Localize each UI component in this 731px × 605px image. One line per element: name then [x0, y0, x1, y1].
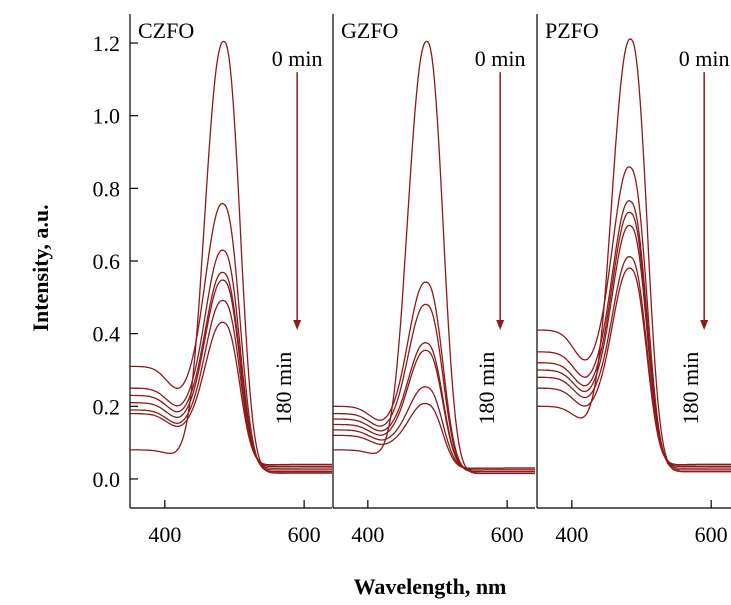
- end-time-label: 180 min: [271, 352, 296, 425]
- panels: 400 600 CZFO 0 min 180 min 400 600 GZFO 0 min 180…: [129, 14, 731, 547]
- spectrum-line-6: [129, 299, 332, 468]
- spectrum-line-1: [130, 40, 332, 474]
- spectrum-line-5: [537, 224, 731, 468]
- panel-label: CZFO: [138, 18, 194, 43]
- x-tick-label: 400: [351, 522, 384, 547]
- y-tick-label: 0.4: [93, 322, 121, 347]
- time-arrow-head: [496, 320, 505, 331]
- spectrum-line-3: [130, 249, 332, 471]
- x-tick-label: 600: [695, 522, 728, 547]
- x-axis-title: Wavelength, nm: [354, 574, 507, 599]
- x-tick-label: 600: [491, 522, 524, 547]
- panel-label: GZFO: [341, 18, 398, 43]
- x-tick-label: 600: [288, 522, 321, 547]
- y-tick-label: 0.8: [93, 176, 121, 201]
- spectrum-line-3: [333, 303, 535, 473]
- x-tick-label: 400: [555, 522, 588, 547]
- y-axis: 0.0 0.2 0.4 0.6 0.8 1.0 1.2: [93, 31, 138, 492]
- y-tick-label: 0.2: [93, 394, 121, 419]
- spectrum-line-5: [333, 349, 535, 471]
- spectrum-line-2: [130, 202, 332, 473]
- spectrum-line-1: [333, 40, 535, 475]
- panel-label: PZFO: [545, 18, 599, 43]
- start-time-label: 0 min: [272, 46, 323, 71]
- y-tick-label: 0.6: [93, 249, 121, 274]
- panel-gzfo: 400 600 GZFO 0 min 180 min: [332, 14, 535, 547]
- y-tick-label: 1.0: [93, 104, 121, 129]
- y-tick-label: 1.2: [93, 31, 121, 56]
- spectrum-line-3: [536, 200, 731, 469]
- panel-pzfo: 400 600 PZFO 0 min 180 min: [536, 14, 731, 547]
- spectrum-line-2: [537, 166, 731, 471]
- spectrum-line-7: [333, 402, 535, 470]
- y-tick-label: 0.0: [93, 467, 121, 492]
- spectrum-line-7: [130, 321, 332, 466]
- end-time-label: 180 min: [474, 352, 499, 425]
- spectrum-line-1: [537, 38, 731, 473]
- time-arrow-head: [700, 320, 709, 331]
- end-time-label: 180 min: [678, 352, 703, 425]
- start-time-label: 0 min: [679, 46, 730, 71]
- spectrum-line-4: [130, 271, 332, 469]
- time-arrow-head: [293, 320, 302, 331]
- x-tick-label: 400: [148, 522, 181, 547]
- spectrum-line-7: [537, 267, 731, 466]
- y-axis-title: Intensity, a.u.: [28, 204, 53, 331]
- spectrum-line-2: [333, 281, 535, 473]
- panel-czfo: 400 600 CZFO 0 min 180 min: [129, 14, 332, 547]
- start-time-label: 0 min: [475, 46, 526, 71]
